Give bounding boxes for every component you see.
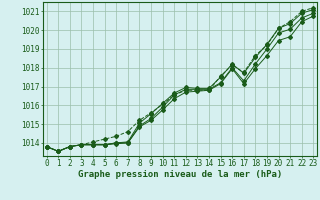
X-axis label: Graphe pression niveau de la mer (hPa): Graphe pression niveau de la mer (hPa) [78,170,282,179]
